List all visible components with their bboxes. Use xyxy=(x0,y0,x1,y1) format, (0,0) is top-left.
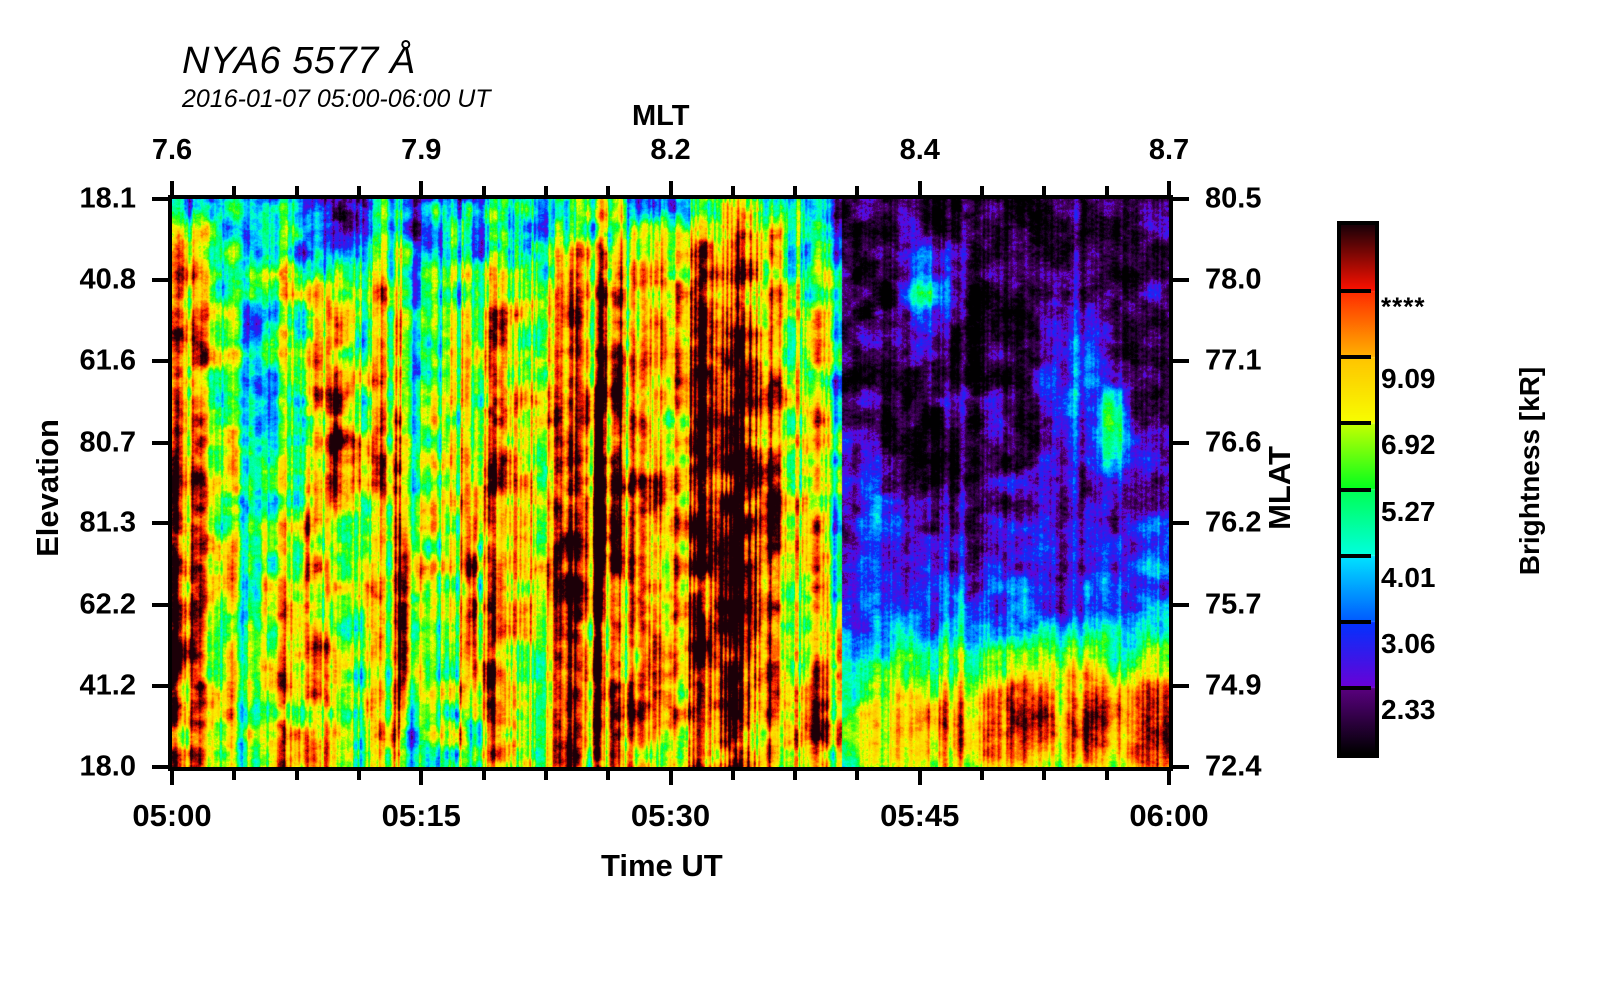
tick-bottom-13 xyxy=(980,771,985,780)
tick-bottom-12 xyxy=(917,771,922,785)
time-tick-label-0: 05:00 xyxy=(132,798,212,833)
tick-bottom-11 xyxy=(855,771,860,780)
elevation-tick-label-3: 80.7 xyxy=(79,426,136,459)
mlt-tick-label-3: 8.4 xyxy=(899,134,940,166)
mlat-tick-label-0: 80.5 xyxy=(1205,182,1262,215)
tick-top-4 xyxy=(419,181,424,195)
mlt-tick-label-0: 7.6 xyxy=(151,134,193,166)
colorbar-tick-label-1: 9.09 xyxy=(1381,363,1436,395)
tick-bottom-15 xyxy=(1104,771,1109,780)
tick-bottom-4 xyxy=(419,771,424,785)
tick-right-2 xyxy=(1173,359,1189,364)
colorbar-separator-0 xyxy=(1337,289,1371,294)
time-tick-label-2: 05:30 xyxy=(630,798,711,833)
tick-bottom-16 xyxy=(1167,771,1171,785)
tick-bottom-6 xyxy=(543,771,548,780)
keogram-image xyxy=(172,199,1169,767)
mlat-tick-label-7: 72.4 xyxy=(1205,750,1262,783)
tick-right-0 xyxy=(1173,197,1189,201)
tick-bottom-10 xyxy=(793,771,798,780)
tick-bottom-1 xyxy=(232,771,237,780)
tick-top-1 xyxy=(232,186,237,195)
colorbar-tick-label-3: 5.27 xyxy=(1381,495,1436,527)
tick-left-4 xyxy=(152,521,168,526)
tick-right-3 xyxy=(1173,440,1189,445)
mlat-tick-label-6: 74.9 xyxy=(1205,669,1262,702)
tick-bottom-0 xyxy=(170,771,174,785)
mlat-tick-label-2: 77.1 xyxy=(1205,344,1262,377)
colorbar-tick-label-5: 3.06 xyxy=(1381,627,1436,659)
mlat-tick-label-4: 76.2 xyxy=(1205,506,1262,539)
colorbar-separator-6 xyxy=(1337,685,1371,690)
time-tick-label-4: 06:00 xyxy=(1129,798,1209,833)
colorbar-separator-3 xyxy=(1337,487,1371,492)
tick-bottom-9 xyxy=(730,771,735,780)
tick-bottom-8 xyxy=(668,771,673,785)
time-axis-title: Time UT xyxy=(601,848,723,883)
colorbar-tick-label-0: **** xyxy=(1381,291,1426,322)
colorbar-separator-2 xyxy=(1337,421,1371,426)
elevation-tick-label-7: 18.0 xyxy=(79,750,136,783)
colorbar-axis-title: Brightness [kR] xyxy=(1514,366,1545,576)
tick-top-11 xyxy=(855,186,860,195)
tick-left-7 xyxy=(152,765,168,769)
tick-left-0 xyxy=(152,197,168,201)
elevation-tick-label-6: 41.2 xyxy=(79,669,136,702)
mlt-axis-title: MLT xyxy=(632,100,690,132)
colorbar-tick-label-2: 6.92 xyxy=(1381,429,1436,461)
tick-top-5 xyxy=(481,186,486,195)
tick-bottom-3 xyxy=(356,771,361,780)
tick-top-15 xyxy=(1104,186,1109,195)
title-block: NYA6 5577 Å 2016-01-07 05:00-06:00 UT xyxy=(182,40,882,114)
tick-right-1 xyxy=(1173,278,1189,283)
elevation-tick-label-5: 62.2 xyxy=(79,588,136,621)
tick-bottom-5 xyxy=(481,771,486,780)
tick-left-2 xyxy=(152,359,168,364)
tick-bottom-14 xyxy=(1042,771,1047,780)
colorbar-separator-4 xyxy=(1337,553,1371,558)
tick-left-3 xyxy=(152,440,168,445)
time-tick-label-3: 05:45 xyxy=(880,798,960,833)
tick-right-7 xyxy=(1173,765,1189,769)
colorbar-tick-label-4: 4.01 xyxy=(1381,561,1436,593)
tick-left-5 xyxy=(152,602,168,607)
time-tick-label-1: 05:15 xyxy=(381,798,461,833)
tick-top-7 xyxy=(606,186,611,195)
tick-top-9 xyxy=(730,186,735,195)
tick-top-2 xyxy=(294,186,299,195)
colorbar-separator-5 xyxy=(1337,619,1371,624)
tick-top-13 xyxy=(980,186,985,195)
tick-right-4 xyxy=(1173,521,1189,526)
tick-left-1 xyxy=(152,278,168,283)
tick-top-14 xyxy=(1042,186,1047,195)
colorbar-separator-1 xyxy=(1337,355,1371,360)
elevation-tick-label-0: 18.1 xyxy=(79,182,136,215)
tick-top-12 xyxy=(917,181,922,195)
mlat-tick-label-1: 78.0 xyxy=(1205,263,1262,296)
mlat-tick-label-5: 75.7 xyxy=(1205,588,1262,621)
tick-left-6 xyxy=(152,683,168,688)
page-subtitle: 2016-01-07 05:00-06:00 UT xyxy=(182,85,491,113)
elevation-tick-label-1: 40.8 xyxy=(79,263,136,296)
elevation-tick-label-4: 81.3 xyxy=(79,506,136,539)
tick-bottom-2 xyxy=(294,771,299,780)
tick-right-6 xyxy=(1173,683,1189,688)
mlat-tick-label-3: 76.6 xyxy=(1205,426,1262,459)
tick-top-16 xyxy=(1167,181,1171,195)
keogram-plot-area xyxy=(168,195,1173,771)
mlt-tick-label-4: 8.7 xyxy=(1148,134,1190,166)
mlt-tick-label-2: 8.2 xyxy=(650,134,691,166)
tick-bottom-7 xyxy=(606,771,611,780)
tick-top-8 xyxy=(668,181,673,195)
colorbar-tick-label-6: 2.33 xyxy=(1381,693,1436,725)
tick-top-10 xyxy=(793,186,798,195)
page-title: NYA6 5577 Å xyxy=(182,40,416,82)
tick-top-3 xyxy=(356,186,361,195)
mlat-axis-title: MLAT xyxy=(1262,446,1297,530)
tick-top-0 xyxy=(170,181,174,195)
tick-top-6 xyxy=(543,186,548,195)
tick-right-5 xyxy=(1173,602,1189,607)
elevation-tick-label-2: 61.6 xyxy=(79,344,136,377)
mlt-tick-label-1: 7.9 xyxy=(401,134,442,166)
